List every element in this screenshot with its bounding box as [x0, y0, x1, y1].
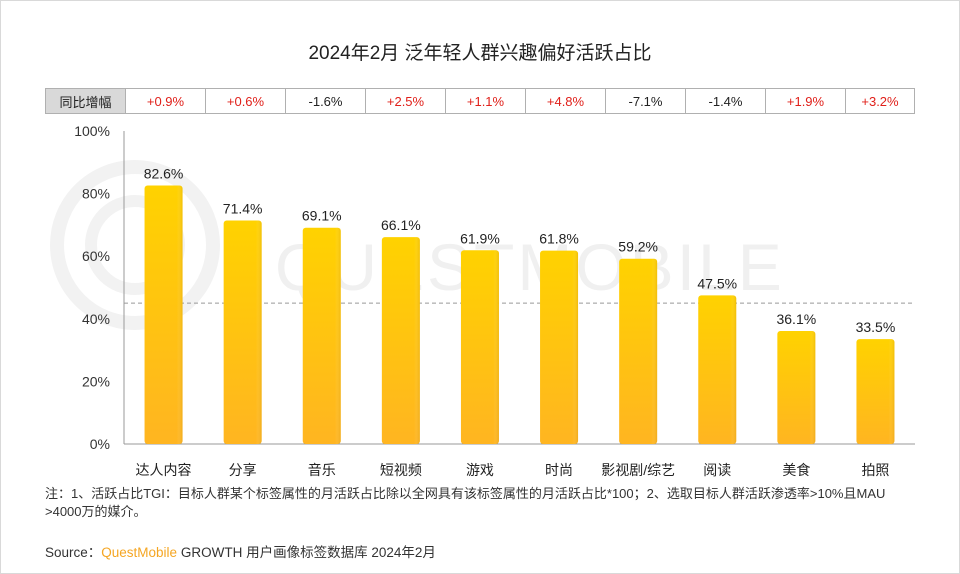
bar-value-label: 33.5% [856, 319, 896, 335]
watermark-ring [50, 160, 220, 330]
x-tick-label: 短视频 [380, 462, 422, 478]
x-tick-label: 美食 [782, 462, 810, 478]
yoy-label: 同比增幅 [46, 89, 126, 113]
yoy-cell: +2.5% [366, 89, 446, 113]
x-tick-label: 分享 [229, 462, 257, 478]
footnote: 注：1、活跃占比TGI：目标人群某个标签属性的月活跃占比除以全网具有该标签属性的… [45, 486, 886, 519]
yoy-cell: +1.1% [446, 89, 526, 113]
bar-shade [777, 331, 816, 444]
y-tick-label: 0% [90, 436, 110, 452]
source-brand: QuestMobile [101, 545, 178, 560]
x-tick-label: 音乐 [308, 462, 336, 478]
yoy-cell: +0.9% [126, 89, 206, 113]
bar-shade [223, 220, 262, 444]
bar-shade [381, 237, 420, 444]
yoy-cell: +4.8% [526, 89, 606, 113]
bar-value-label: 47.5% [697, 275, 737, 291]
x-tick-label: 时尚 [545, 462, 573, 478]
bar-value-label: 36.1% [776, 311, 816, 327]
bars-group: 82.6% 达人内容 71.4% 分享 69.1% 音乐 66.1% 短视频 61.9% 游戏 61… [136, 165, 896, 478]
bar-shade [619, 258, 658, 444]
bar-shade [540, 250, 579, 444]
bar-shade [460, 250, 499, 444]
yoy-cell: +3.2% [861, 93, 899, 109]
x-tick-label: 达人内容 [136, 462, 192, 478]
x-tick-label: 拍照 [861, 462, 889, 478]
bar-value-label: 69.1% [302, 208, 342, 224]
y-tick-label: 20% [82, 373, 110, 389]
yoy-cell: -1.6% [286, 89, 366, 113]
bar-shade [144, 185, 183, 444]
yoy-cell: -7.1% [606, 89, 686, 113]
y-tick-label: 40% [82, 311, 110, 327]
x-tick-label: 影视剧/综艺 [601, 462, 675, 478]
source-suffix: GROWTH 用户画像标签数据库 2024年2月 [177, 545, 436, 560]
bar-value-label: 82.6% [144, 165, 184, 181]
source-prefix: Source： [45, 545, 102, 560]
y-tick-label: 100% [74, 123, 110, 139]
y-tick-label: 80% [82, 186, 110, 202]
yoy-cell: +0.6% [206, 89, 286, 113]
chart-title: 2024年2月 泛年轻人群兴趣偏好活跃占比 [308, 43, 652, 64]
yoy-cell: +1.9% [766, 89, 846, 113]
bar-shade [698, 295, 737, 444]
bar-value-label: 61.8% [539, 231, 579, 247]
bar-shade [302, 227, 341, 444]
y-tick-label: 60% [82, 248, 110, 264]
bar-shade [856, 339, 895, 444]
x-tick-label: 阅读 [703, 462, 731, 478]
x-tick-label: 游戏 [466, 462, 494, 478]
bar-value-label: 59.2% [618, 239, 658, 255]
yoy-table: 同比增幅 +0.9% +0.6% -1.6% +2.5% +1.1% +4.8%… [45, 88, 915, 114]
bar-value-label: 71.4% [223, 201, 263, 217]
watermark: QUESTMOBILE [50, 160, 785, 330]
source-line: Source：QuestMobile GROWTH 用户画像标签数据库 2024… [45, 541, 436, 561]
bar-value-label: 66.1% [381, 217, 421, 233]
watermark-text: QUESTMOBILE [275, 230, 785, 304]
yoy-cell: -1.4% [686, 89, 766, 113]
bar-value-label: 61.9% [460, 230, 500, 246]
